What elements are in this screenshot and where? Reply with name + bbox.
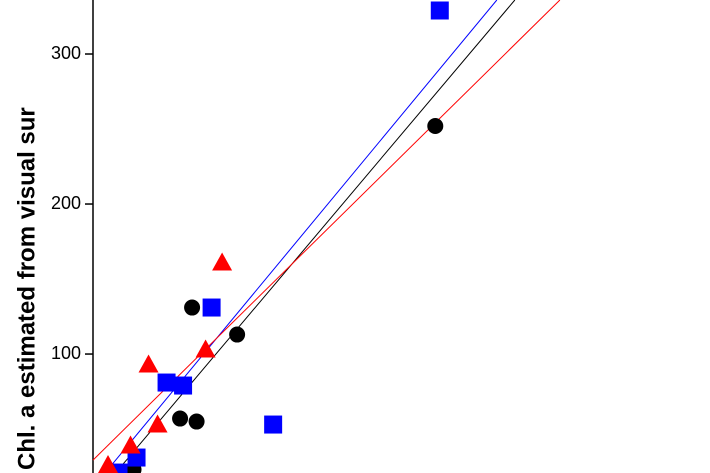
fit-line	[104, 0, 498, 473]
point	[98, 455, 118, 473]
y-tick-label: 100	[51, 343, 81, 363]
point	[212, 252, 233, 271]
point	[120, 435, 141, 454]
point	[427, 118, 444, 135]
point	[229, 326, 246, 343]
point	[147, 414, 168, 433]
point	[138, 354, 159, 373]
point	[174, 376, 193, 395]
point	[430, 1, 449, 20]
point	[195, 339, 216, 358]
point	[184, 299, 201, 316]
y-axis-title: Chl. a estimated from visual sur	[13, 107, 40, 470]
point	[109, 463, 128, 473]
point	[264, 415, 283, 434]
y-tick-label: 200	[51, 193, 81, 213]
fit-line	[115, 0, 516, 473]
point	[188, 413, 205, 430]
point	[157, 373, 176, 392]
point	[172, 410, 189, 427]
y-tick-label: 300	[51, 43, 81, 63]
point	[202, 298, 221, 317]
